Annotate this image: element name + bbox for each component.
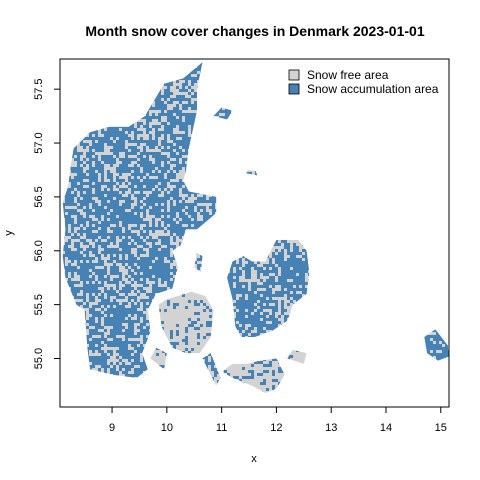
x-tick-label: 14 — [380, 422, 392, 434]
x-tick-label: 9 — [109, 422, 115, 434]
x-tick-label: 15 — [435, 422, 447, 434]
y-axis-label: y — [3, 230, 15, 236]
x-tick-label: 13 — [325, 422, 337, 434]
plot-frame — [59, 58, 450, 408]
region-samso — [194, 252, 203, 273]
y-tick-label: 55.0 — [33, 348, 45, 369]
x-tick-label: 10 — [161, 422, 173, 434]
y-tick-label: 56.5 — [33, 186, 45, 207]
y-tick-label: 56.0 — [33, 240, 45, 261]
region-anholt — [246, 169, 258, 176]
map-title: Month snow cover changes in Denmark 2023… — [85, 23, 424, 39]
legend-swatch-snow-accumulation — [288, 83, 300, 95]
y-tick-label: 57.5 — [33, 78, 45, 99]
x-tick-label: 12 — [270, 422, 282, 434]
legend-label-snow-accumulation: Snow accumulation area — [307, 82, 439, 96]
x-axis-label: x — [251, 453, 257, 465]
y-axis: 55.0 55.5 56.0 56.5 57.0 57.5 — [33, 78, 60, 369]
x-axis: 9 10 11 12 13 14 15 — [109, 407, 447, 434]
legend-swatch-snow-free — [288, 69, 300, 81]
legend: Snow free area Snow accumulation area — [288, 68, 439, 96]
y-tick-label: 57.0 — [33, 132, 45, 153]
legend-label-snow-free: Snow free area — [307, 68, 389, 82]
y-tick-label: 55.5 — [33, 294, 45, 315]
x-tick-label: 11 — [216, 422, 227, 434]
